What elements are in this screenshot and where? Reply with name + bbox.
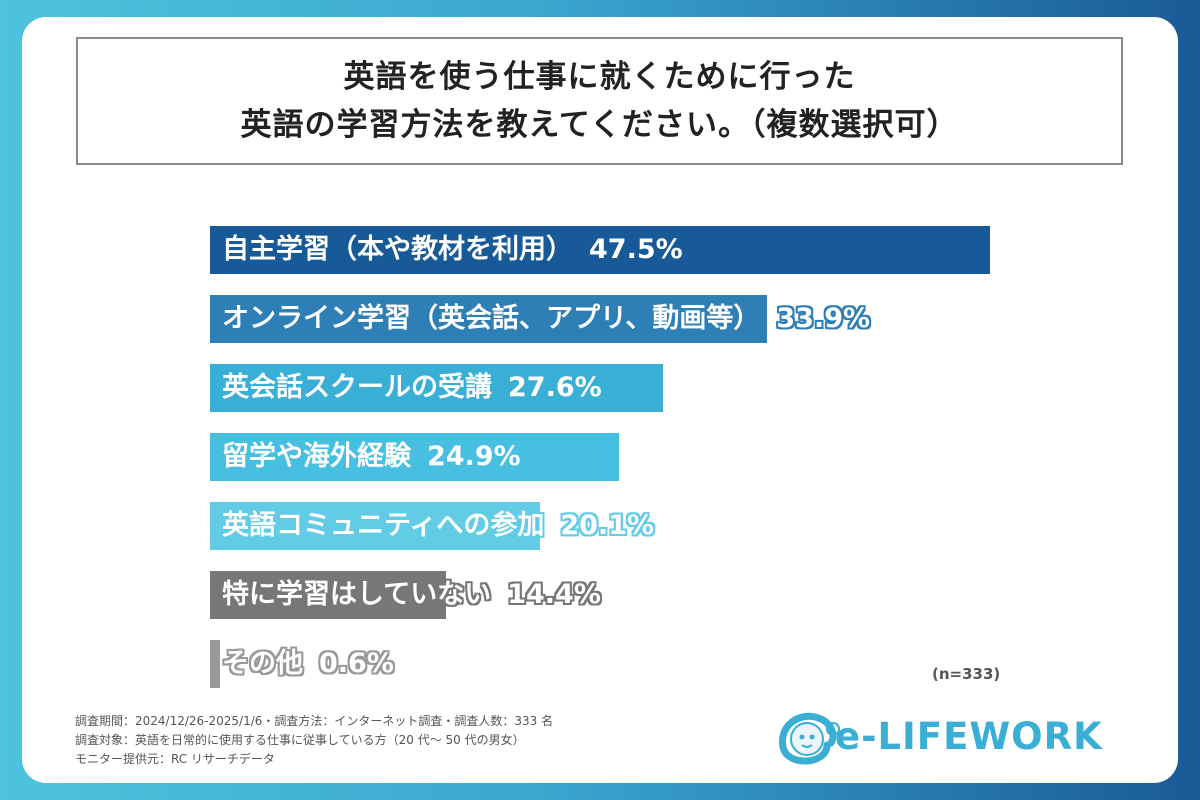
footnotes: 調査期間：2024/12/26-2025/1/6・調査方法：インターネット調査・… bbox=[75, 712, 553, 769]
bar-5 bbox=[210, 502, 541, 550]
value-label: 27.6% bbox=[508, 372, 602, 403]
bar-label-1: 自主学習（本や教材を利用） 47.5% bbox=[222, 226, 683, 274]
category-label: 英語コミュニティへの参加 bbox=[222, 510, 545, 541]
title-line-1: 英語を使う仕事に就くために行った bbox=[343, 59, 856, 95]
footnote-target: 調査対象：英語を日常的に使用する仕事に従事している方（20 代～ 50 代の男女… bbox=[75, 733, 525, 747]
bar-chart: 自主学習（本や教材を利用） 47.5% オンライン学習（英会話、アプリ、動画等） 33… bbox=[22, 17, 1178, 783]
bar-label-7: その他 0.6% bbox=[222, 640, 394, 688]
question-title-box: 英語を使う仕事に就くために行った 英語の学習方法を教えてください。（複数選択可） bbox=[76, 37, 1123, 165]
bar-7 bbox=[210, 640, 220, 688]
category-label: 英会話スクールの受講 bbox=[222, 372, 492, 403]
category-label: 留学や海外経験 bbox=[222, 441, 411, 472]
sample-size: (n=333) bbox=[932, 665, 1001, 683]
footnote-period: 調査期間：2024/12/26-2025/1/6・調査方法：インターネット調査・… bbox=[75, 714, 554, 728]
category-label: 特に学習はしていない bbox=[222, 579, 492, 610]
bar-4 bbox=[210, 433, 619, 481]
bar-1 bbox=[210, 226, 990, 274]
category-label: オンライン学習（英会話、アプリ、動画等） bbox=[222, 303, 761, 334]
value-label: 20.1% bbox=[560, 510, 655, 541]
bar-label-3: 英会話スクールの受講 27.6% bbox=[222, 364, 602, 412]
content-card: 英語を使う仕事に就くために行った 英語の学習方法を教えてください。（複数選択可）… bbox=[22, 17, 1178, 783]
title-line-2: 英語の学習方法を教えてください。（複数選択可） bbox=[240, 107, 959, 143]
category-label: 自主学習（本や教材を利用） bbox=[222, 234, 573, 265]
logo-face-icon bbox=[778, 712, 840, 765]
bar-6 bbox=[210, 571, 447, 619]
bar-label-5: 英語コミュニティへの参加 20.1% bbox=[222, 502, 654, 550]
value-label: 33.9% bbox=[776, 303, 871, 334]
value-label: 0.6% bbox=[319, 648, 394, 679]
value-label: 24.9% bbox=[427, 441, 521, 472]
e-lifework-logo: e-LIFEWORK bbox=[777, 695, 1137, 775]
logo-text: e-LIFEWORK bbox=[835, 715, 1103, 758]
footnote-provider: モニター提供元：RC リサーチデータ bbox=[75, 752, 275, 766]
bar-label-6: 特に学習はしていない 14.4% bbox=[222, 571, 601, 619]
bar-label-4: 留学や海外経験 24.9% bbox=[222, 433, 521, 481]
bar-2 bbox=[210, 295, 767, 343]
value-label: 47.5% bbox=[589, 234, 683, 265]
bar-3 bbox=[210, 364, 664, 412]
bar-label-2: オンライン学習（英会話、アプリ、動画等） 33.9% bbox=[222, 295, 870, 343]
value-label: 14.4% bbox=[507, 579, 601, 610]
category-label: その他 bbox=[222, 648, 303, 679]
